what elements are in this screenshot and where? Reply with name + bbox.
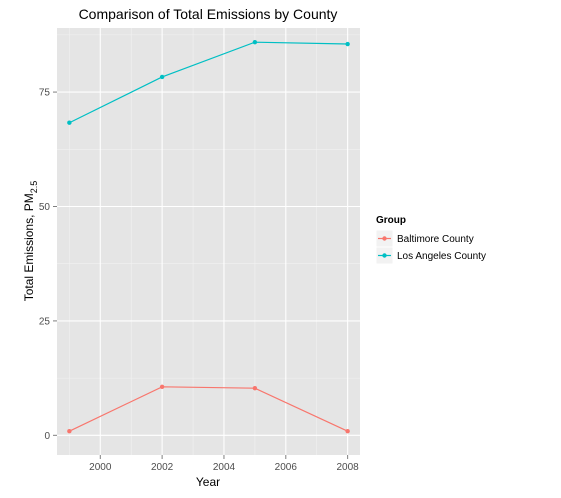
legend-label: Los Angeles County (397, 251, 486, 262)
x-tick-label: 2002 (151, 462, 174, 473)
y-axis-title: Total Emissions, PM2.5 (22, 181, 39, 302)
x-axis-title: Year (196, 475, 220, 489)
data-point (67, 120, 72, 125)
series-line (69, 41, 348, 124)
series-line (69, 386, 348, 432)
y-axis-title-main: Total Emissions, PM (22, 193, 36, 301)
legend-label: Baltimore County (397, 234, 474, 245)
y-tick-label: 0 (44, 431, 50, 442)
legend-title: Group (376, 215, 406, 226)
grid-major (57, 28, 360, 455)
x-tick-label: 2008 (337, 462, 360, 473)
plot-panel (57, 28, 360, 455)
x-axis: 2000 2002 2004 2006 2008 (89, 455, 359, 473)
x-tick-label: 2006 (275, 462, 298, 473)
chart-title: Comparison of Total Emissions by County (79, 6, 338, 22)
data-point (252, 39, 258, 45)
y-axis-title-subscript: 2.5 (29, 181, 39, 194)
data-point (159, 74, 165, 80)
x-tick-label: 2004 (213, 462, 236, 473)
legend-items: Baltimore County Los Angeles County (375, 229, 486, 265)
legend-key-point (382, 253, 387, 258)
y-axis: 0 25 50 75 (39, 88, 57, 442)
x-tick-label: 2000 (89, 462, 112, 473)
y-tick-label: 75 (39, 88, 51, 99)
y-tick-label: 50 (39, 202, 51, 213)
data-point (67, 429, 72, 434)
series-layer (67, 39, 350, 434)
y-tick-label: 25 (39, 316, 51, 327)
data-point (252, 385, 258, 391)
legend: Group Baltimore County Los Angeles County (375, 215, 486, 265)
grid-minor (57, 28, 360, 455)
data-point (345, 41, 350, 47)
data-point (345, 429, 350, 434)
legend-key-point (382, 236, 387, 241)
data-point (159, 384, 165, 390)
